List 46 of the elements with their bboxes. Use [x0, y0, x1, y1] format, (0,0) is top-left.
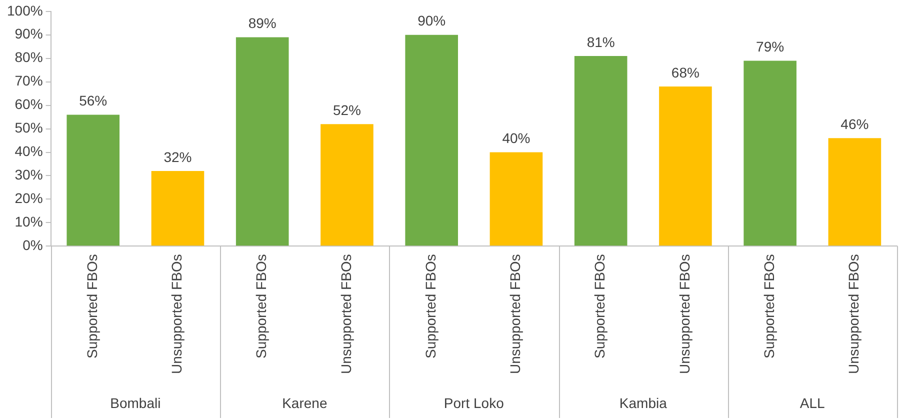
bar [828, 138, 882, 246]
x-tick-label: Supported FBOs [253, 254, 270, 358]
text: Kambia [619, 394, 668, 411]
y-tick-label: 20% [14, 190, 43, 206]
bar [744, 60, 796, 246]
bar [151, 171, 204, 246]
y-tick-label: 30% [14, 166, 43, 183]
y-tick-label: 70% [14, 72, 43, 89]
y-tick-label: 80% [14, 49, 43, 66]
x-tick-label: Supported FBOs [592, 254, 608, 358]
text: Karene [282, 394, 328, 411]
data-label: 79% [756, 38, 784, 55]
y-tick-label: 100% [6, 2, 43, 18]
x-tick-label: Supported FBOs [422, 254, 438, 358]
data-label: 90% [418, 12, 446, 29]
y-tick-label: 50% [14, 120, 43, 136]
bar [659, 86, 712, 246]
x-tick-label: Unsupported FBOs [168, 254, 185, 374]
data-label: 56% [79, 92, 108, 109]
bar [490, 152, 543, 246]
y-tick-label: 40% [14, 143, 43, 160]
data-label: 68% [671, 64, 700, 80]
y-tick-label: 10% [14, 214, 43, 230]
data-label: 81% [586, 34, 615, 50]
text: ALL [800, 394, 826, 411]
text: Port Loko [444, 394, 504, 411]
x-tick-label: Unsupported FBOs [338, 254, 354, 374]
bar [66, 114, 120, 246]
text: Bombali [110, 394, 161, 411]
data-label: 89% [248, 15, 276, 32]
x-tick-label: Supported FBOs [760, 254, 777, 358]
x-tick-label: Supported FBOs [84, 254, 100, 358]
x-tick-label: Unsupported FBOs [507, 254, 524, 374]
bar [320, 124, 374, 246]
bar [574, 56, 628, 246]
x-tick-label: Unsupported FBOs [676, 254, 692, 374]
y-tick-label: 0% [22, 237, 43, 254]
y-tick-label: 60% [14, 96, 43, 112]
data-label: 32% [164, 148, 192, 165]
bar [405, 34, 458, 246]
bar [236, 37, 289, 246]
x-tick-label: Unsupported FBOs [846, 254, 862, 374]
data-label: 40% [502, 130, 530, 146]
data-label: 52% [332, 102, 361, 118]
y-tick-label: 90% [14, 26, 43, 42]
data-label: 46% [840, 116, 869, 132]
